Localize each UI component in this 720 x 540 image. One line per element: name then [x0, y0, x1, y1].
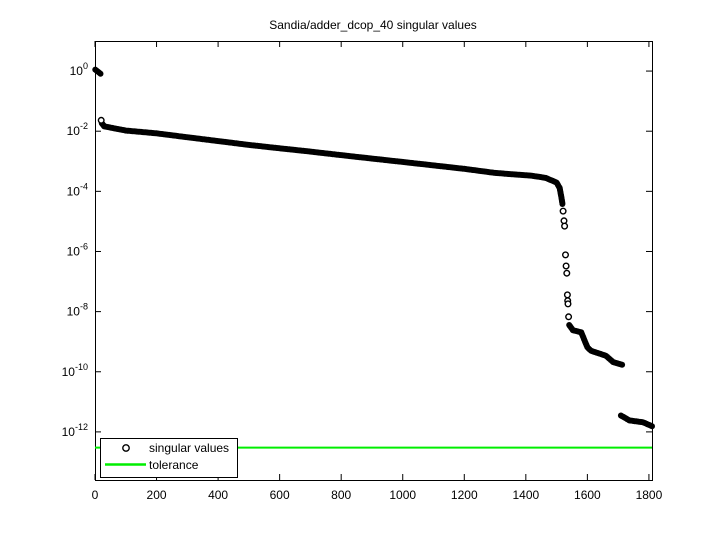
singular-value-marker	[97, 70, 104, 77]
x-tick-label: 600	[270, 488, 290, 502]
x-tick-label: 1200	[451, 488, 478, 502]
x-tick-label: 1800	[636, 488, 663, 502]
singular-value-outlier-marker	[562, 262, 570, 270]
y-tick-label: 10-2	[67, 121, 88, 138]
singular-value-marker	[559, 201, 566, 207]
legend: singular values tolerance	[100, 438, 238, 478]
x-tick-label: 1600	[574, 488, 601, 502]
x-tick-label: 1400	[512, 488, 539, 502]
x-axis-tick-labels: 0 200 400 600 800 1000 1200 1400 1600 1800	[92, 488, 663, 502]
singular-value-outlier-marker	[561, 222, 569, 230]
x-axis-ticks	[94, 41, 650, 480]
singular-value-outlier-marker	[97, 116, 105, 124]
x-tick-label: 1000	[389, 488, 416, 502]
x-tick-label: 800	[331, 488, 351, 502]
plot-box	[95, 41, 653, 481]
x-tick-label: 0	[92, 488, 99, 502]
chart-title: Sandia/adder_dcop_40 singular values	[269, 18, 477, 32]
singular-value-outlier-marker	[565, 313, 573, 321]
y-tick-label: 10-4	[67, 181, 88, 198]
legend-box	[100, 438, 238, 478]
singular-value-outlier-marker	[559, 207, 567, 215]
legend-singular-values-marker-icon	[122, 444, 130, 452]
x-tick-label: 200	[147, 488, 167, 502]
singular-value-marker	[619, 361, 626, 368]
x-tick-label: 400	[208, 488, 228, 502]
series-singular-values	[92, 66, 655, 430]
y-tick-label: 10-8	[67, 302, 88, 319]
singular-value-outlier-marker	[562, 251, 570, 259]
singular-value-outlier-marker	[563, 269, 571, 277]
singular-value-outlier-marker	[563, 291, 571, 299]
y-axis-tick-labels: 100 10-2 10-4 10-6 10-8 10-10 10-12	[62, 61, 88, 439]
y-tick-label: 10-12	[62, 422, 88, 439]
y-tick-label: 10-6	[67, 241, 88, 258]
legend-label-singular-values: singular values	[149, 441, 229, 455]
y-tick-label: 10-10	[62, 362, 88, 379]
legend-label-tolerance: tolerance	[149, 458, 199, 472]
singular-value-marker	[649, 423, 655, 430]
singular-value-outlier-marker	[564, 300, 572, 308]
y-tick-label: 100	[70, 61, 88, 78]
